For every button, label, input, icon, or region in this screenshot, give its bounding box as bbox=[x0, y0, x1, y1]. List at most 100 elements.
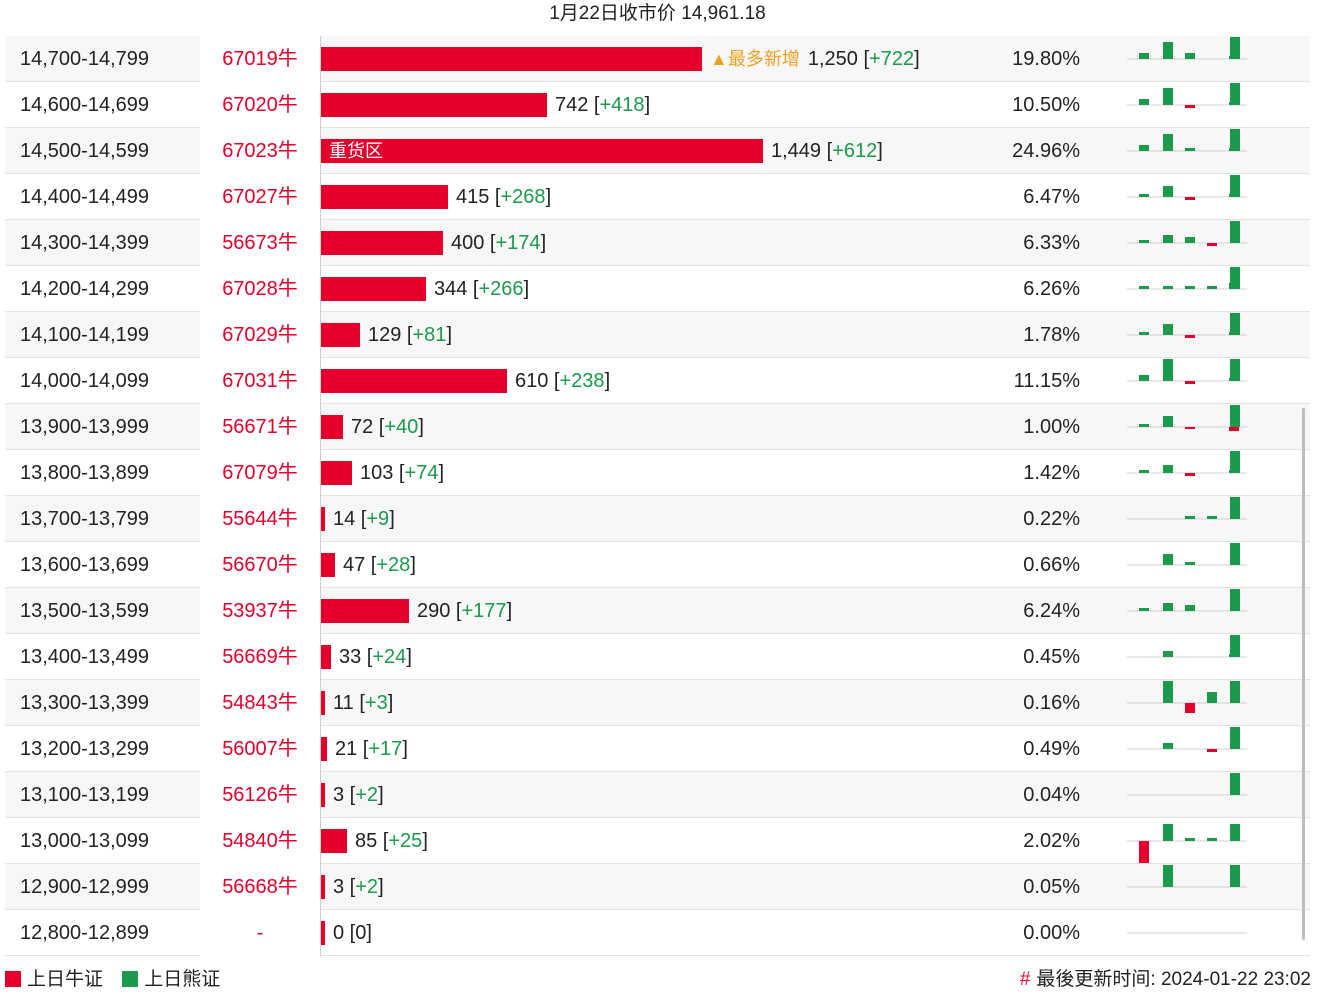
strike-range: 13,700-13,799 bbox=[20, 508, 150, 530]
table-row: 13,700-13,799 55644牛 14 [+9] 0.22% bbox=[5, 496, 1310, 542]
code-cell: 67023牛 bbox=[200, 128, 320, 174]
sparkline-bar bbox=[1163, 88, 1173, 105]
sparkline bbox=[1127, 773, 1247, 796]
sparkline-bar bbox=[1185, 381, 1195, 384]
cbbc-code-link[interactable]: 56671牛 bbox=[222, 416, 298, 438]
strike-range: 14,300-14,399 bbox=[20, 232, 150, 254]
sparkline-bar bbox=[1139, 841, 1149, 863]
cbbc-code-link[interactable]: 67023牛 bbox=[222, 140, 298, 162]
table-row: 13,100-13,199 56126牛 3 [+2] 0.04% bbox=[5, 772, 1310, 818]
cbbc-code-link[interactable]: 56007牛 bbox=[222, 738, 298, 760]
value-label: 3 [+2] bbox=[333, 784, 384, 806]
value-label: 14 [+9] bbox=[333, 508, 395, 530]
cbbc-code-link[interactable]: 55644牛 bbox=[222, 508, 298, 530]
percent-label: 2.02% bbox=[1023, 830, 1080, 852]
code-cell: 67079牛 bbox=[200, 450, 320, 496]
sparkline-bar bbox=[1185, 838, 1195, 841]
cbbc-code-link[interactable]: 67020牛 bbox=[222, 94, 298, 116]
chart-title: 1月22日收市价 14,961.18 bbox=[549, 3, 766, 24]
cbbc-code-link[interactable]: 53937牛 bbox=[222, 600, 298, 622]
sparkline-bar bbox=[1163, 603, 1173, 611]
cbbc-code-link[interactable]: 67079牛 bbox=[222, 462, 298, 484]
table-row: 14,200-14,299 67028牛 344 [+266] 6.26% bbox=[5, 266, 1310, 312]
percent-label: 0.45% bbox=[1023, 646, 1080, 668]
sparkline-bar bbox=[1139, 240, 1149, 243]
sparkline-bar bbox=[1185, 562, 1195, 565]
strike-range: 12,900-12,999 bbox=[20, 876, 150, 898]
bar-axis-line bbox=[320, 726, 321, 772]
value-text: 11 bbox=[333, 692, 354, 714]
value-text: 129 bbox=[368, 324, 402, 346]
bar-axis-line bbox=[320, 680, 321, 726]
change-text: +268 bbox=[500, 186, 546, 208]
strike-range: 13,600-13,699 bbox=[20, 554, 150, 576]
cbbc-code-link[interactable]: 54843牛 bbox=[222, 692, 298, 714]
value-bar bbox=[321, 599, 409, 623]
percent-label: 19.80% bbox=[1012, 48, 1080, 70]
last-updated-text: 最後更新时间: 2024-01-22 23:02 bbox=[1036, 969, 1311, 990]
table-row: 12,900-12,999 56668牛 3 [+2] 0.05% bbox=[5, 864, 1310, 910]
sparkline bbox=[1127, 221, 1247, 246]
strike-range: 14,000-14,099 bbox=[20, 370, 150, 392]
sparkline-bar bbox=[1230, 267, 1240, 289]
code-cell: 53937牛 bbox=[200, 588, 320, 634]
cbbc-code-link[interactable]: 67029牛 bbox=[222, 324, 298, 346]
sparkline-bar bbox=[1139, 99, 1149, 105]
code-cell: 54840牛 bbox=[200, 818, 320, 864]
cbbc-code-link[interactable]: - bbox=[256, 922, 264, 944]
sparkline-bar bbox=[1230, 221, 1240, 243]
value-bar bbox=[321, 415, 343, 439]
code-cell: 67019牛 bbox=[200, 36, 320, 82]
cbbc-code-link[interactable]: 56673牛 bbox=[222, 232, 298, 254]
value-bar: 重货区 bbox=[321, 139, 763, 163]
sparkline bbox=[1127, 37, 1247, 60]
cbbc-code-link[interactable]: 56668牛 bbox=[222, 876, 298, 898]
last-updated: # 最後更新时间: 2024-01-22 23:02 bbox=[1020, 968, 1311, 992]
value-bar bbox=[321, 691, 325, 715]
table-row: 13,500-13,599 53937牛 290 [+177] 6.24% bbox=[5, 588, 1310, 634]
value-label: 1,449 [+612] bbox=[771, 140, 883, 162]
value-text: 72 bbox=[351, 416, 374, 438]
cbbc-code-link[interactable]: 67028牛 bbox=[222, 278, 298, 300]
table-row: 14,000-14,099 67031牛 610 [+238] 11.15% bbox=[5, 358, 1310, 404]
cbbc-code-link[interactable]: 54840牛 bbox=[222, 830, 298, 852]
sparkline-bar bbox=[1230, 313, 1240, 335]
scrollbar[interactable] bbox=[1302, 408, 1305, 940]
sparkline-bar bbox=[1230, 635, 1240, 657]
percent-label: 6.24% bbox=[1023, 600, 1080, 622]
sparkline-bar bbox=[1139, 286, 1149, 289]
cbbc-code-link[interactable]: 56670牛 bbox=[222, 554, 298, 576]
table-row: 13,800-13,899 67079牛 103 [+74] 1.42% bbox=[5, 450, 1310, 496]
cbbc-code-link[interactable]: 67019牛 bbox=[222, 48, 298, 70]
code-cell: 67027牛 bbox=[200, 174, 320, 220]
change-text: +3 bbox=[364, 692, 388, 714]
strike-range: 14,400-14,499 bbox=[20, 186, 150, 208]
cbbc-code-link[interactable]: 67027牛 bbox=[222, 186, 298, 208]
cbbc-code-link[interactable]: 67031牛 bbox=[222, 370, 298, 392]
value-label: 11 [+3] bbox=[333, 692, 394, 714]
value-bar bbox=[321, 783, 325, 807]
sparkline-bar bbox=[1185, 335, 1195, 338]
cbbc-code-link[interactable]: 56669牛 bbox=[222, 646, 298, 668]
value-text: 47 bbox=[343, 554, 366, 576]
cbbc-code-link[interactable]: 56126牛 bbox=[222, 784, 298, 806]
sparkline-bar bbox=[1139, 332, 1149, 335]
percent-label: 0.04% bbox=[1023, 784, 1080, 806]
value-bar bbox=[321, 507, 325, 531]
table-row: 13,200-13,299 56007牛 21 [+17] 0.49% bbox=[5, 726, 1310, 772]
percent-label: 0.00% bbox=[1023, 922, 1080, 944]
value-text: 1,250 bbox=[807, 48, 858, 70]
table-row: 14,300-14,399 56673牛 400 [+174] 6.33% bbox=[5, 220, 1310, 266]
value-bar bbox=[321, 93, 547, 117]
bar-axis-line bbox=[320, 818, 321, 864]
sparkline-bar bbox=[1207, 838, 1217, 841]
sparkline bbox=[1127, 543, 1247, 566]
sparkline-bar bbox=[1185, 237, 1195, 243]
table-row: 13,300-13,399 54843牛 11 [+3] 0.16% bbox=[5, 680, 1310, 726]
sparkline-bar bbox=[1230, 681, 1240, 703]
sparkline-bar bbox=[1230, 83, 1240, 105]
change-text: +174 bbox=[495, 232, 541, 254]
value-text: 103 bbox=[360, 462, 394, 484]
legend-item-bear: 上日熊证 bbox=[122, 969, 220, 990]
bar-axis-line bbox=[320, 358, 321, 404]
